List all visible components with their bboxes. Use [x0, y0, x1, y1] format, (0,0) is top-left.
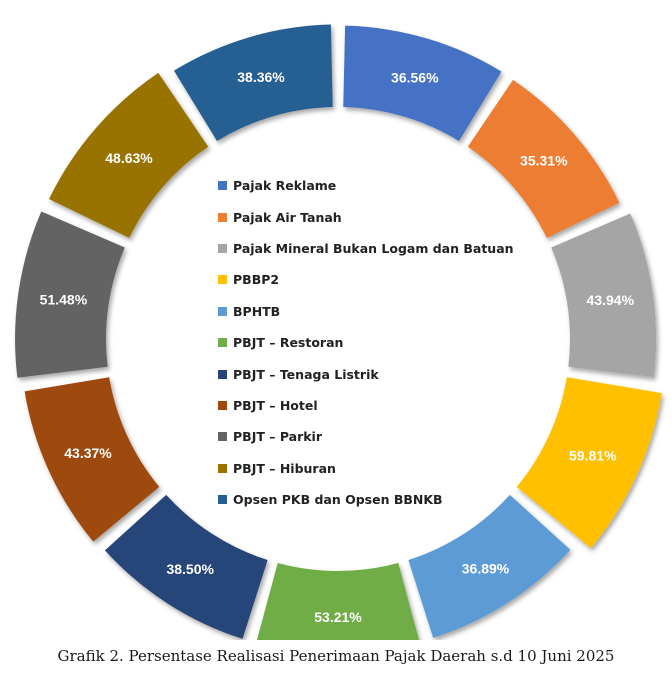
legend-swatch — [218, 369, 227, 379]
doughnut-chart: 36.56% 35.31% 43.94% 59.81% 36.89% 53.21% 38.5… — [15, 24, 662, 640]
legend-label: Pajak Mineral Bukan Logam dan Batuan — [233, 240, 514, 256]
segment-1 — [343, 25, 502, 142]
segment-11 — [173, 24, 333, 142]
legend-item: Pajak Mineral Bukan Logam dan Batuan — [218, 233, 514, 264]
legend-swatch — [218, 181, 227, 191]
segment-6 — [256, 563, 420, 640]
segment-value-label: 59.81% — [569, 447, 617, 463]
segment-value-label: 43.37% — [64, 445, 112, 461]
legend-label: PBJT – Parkir — [233, 429, 323, 445]
legend-item: PBJT – Tenaga Listrik — [218, 358, 514, 389]
segment-7 — [104, 494, 268, 639]
segment-4 — [516, 377, 662, 549]
legend-item: PBJT – Restoran — [218, 327, 514, 358]
segment-value-label: 48.63% — [105, 150, 153, 166]
legend-swatch — [218, 495, 227, 505]
legend-item: Pajak Reklame — [218, 170, 514, 201]
legend-swatch — [218, 463, 227, 473]
legend-swatch — [218, 338, 227, 348]
legend-swatch — [218, 306, 227, 316]
legend-label: Pajak Reklame — [233, 178, 337, 194]
segment-value-label: 36.89% — [462, 561, 510, 577]
chart-legend: Pajak Reklame Pajak Air Tanah Pajak Minera… — [218, 170, 514, 515]
segment-2 — [467, 79, 620, 238]
legend-item: Opsen PKB dan Opsen BBNKB — [218, 484, 514, 515]
segment-8 — [24, 377, 160, 542]
segment-5 — [408, 494, 571, 638]
legend-item: PBJT – Parkir — [218, 421, 514, 452]
legend-label: BPHTB — [233, 303, 281, 319]
segment-value-label: 36.56% — [391, 69, 439, 85]
segment-value-label: 38.50% — [166, 561, 214, 577]
segment-value-label: 51.48% — [40, 292, 88, 308]
legend-label: PBJT – Hiburan — [233, 460, 336, 476]
segment-value-label: 38.36% — [237, 69, 285, 85]
segment-10 — [49, 72, 209, 238]
segment-value-label: 43.94% — [587, 292, 635, 308]
legend-swatch — [218, 432, 227, 442]
segment-3 — [551, 213, 657, 378]
legend-item: PBJT – Hotel — [218, 390, 514, 421]
legend-label: Pajak Air Tanah — [233, 209, 342, 225]
figure-caption: Grafik 2. Persentase Realisasi Penerimaa… — [57, 647, 615, 665]
legend-item: BPHTB — [218, 296, 514, 327]
legend-swatch — [218, 212, 227, 222]
legend-swatch — [218, 243, 227, 253]
segment-value-label: 53.21% — [314, 609, 362, 625]
legend-label: PBJT – Hotel — [233, 397, 318, 413]
legend-label: Opsen PKB dan Opsen BBNKB — [233, 492, 443, 508]
legend-swatch — [218, 275, 227, 285]
legend-item: Pajak Air Tanah — [218, 201, 514, 232]
legend-label: PBBP2 — [233, 272, 280, 288]
segment-value-label: 35.31% — [520, 153, 568, 169]
segment-9 — [15, 211, 125, 378]
legend-label: PBJT – Restoran — [233, 335, 344, 351]
legend-item: PBJT – Hiburan — [218, 453, 514, 484]
legend-label: PBJT – Tenaga Listrik — [233, 366, 379, 382]
legend-item: PBBP2 — [218, 264, 514, 295]
legend-swatch — [218, 400, 227, 410]
